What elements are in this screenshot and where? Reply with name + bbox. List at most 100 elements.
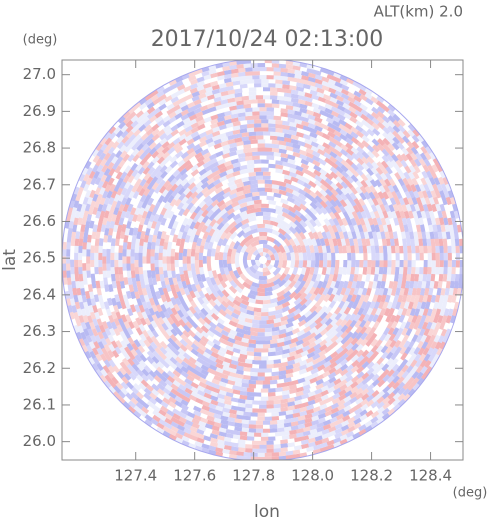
echo-cell xyxy=(124,366,132,376)
echo-cell xyxy=(62,270,67,278)
echo-cell xyxy=(371,395,380,403)
echo-cell xyxy=(158,310,166,319)
echo-cell xyxy=(241,378,249,384)
echo-cell xyxy=(307,114,316,121)
echo-cell xyxy=(199,131,208,139)
echo-cell xyxy=(140,373,149,382)
echo-cell xyxy=(137,224,144,233)
echo-cell xyxy=(245,305,255,312)
echo-cell xyxy=(429,280,435,289)
echo-cell xyxy=(172,277,178,286)
echo-cell xyxy=(174,361,184,370)
echo-cell xyxy=(158,179,166,188)
echo-cell xyxy=(405,280,411,289)
echo-cell xyxy=(346,77,355,85)
echo-cell xyxy=(354,105,363,113)
echo-cell xyxy=(417,280,423,289)
echo-cell xyxy=(136,200,144,209)
echo-cell xyxy=(281,260,288,269)
echo-cell xyxy=(135,115,145,124)
echo-cell xyxy=(168,79,178,86)
echo-cell xyxy=(345,158,354,167)
echo-cell xyxy=(251,195,260,201)
echo-cell xyxy=(283,174,293,181)
echo-cell xyxy=(253,167,262,172)
echo-cell xyxy=(408,164,417,174)
echo-cell xyxy=(366,167,374,176)
echo-cell xyxy=(314,316,323,325)
echo-cell xyxy=(195,191,204,200)
echo-cell xyxy=(334,81,343,88)
echo-cell xyxy=(273,317,282,324)
echo-cell xyxy=(287,405,295,411)
echo-cell xyxy=(395,191,403,200)
echo-cell xyxy=(244,238,254,248)
echo-cell xyxy=(239,307,248,314)
echo-cell xyxy=(148,141,157,150)
echo-cell xyxy=(110,245,115,253)
echo-cell xyxy=(447,190,454,199)
echo-cell xyxy=(424,196,431,206)
echo-cell xyxy=(366,383,375,392)
echo-cell xyxy=(433,301,439,310)
echo-cell xyxy=(366,245,372,254)
echo-cell xyxy=(383,307,391,317)
echo-cell xyxy=(162,387,171,395)
echo-cell xyxy=(350,245,356,254)
echo-cell xyxy=(131,148,140,157)
echo-cell xyxy=(107,234,113,243)
echo-cell xyxy=(293,353,303,360)
echo-cell xyxy=(366,388,375,397)
echo-cell xyxy=(181,440,190,447)
echo-cell xyxy=(433,334,441,344)
echo-cell xyxy=(190,248,196,257)
echo-cell xyxy=(414,294,420,303)
echo-cell xyxy=(378,224,385,233)
echo-cell xyxy=(280,75,289,81)
echo-cell xyxy=(255,428,263,433)
echo-cell xyxy=(263,211,271,217)
echo-cell xyxy=(174,313,182,322)
echo-cell xyxy=(289,130,298,136)
echo-cell xyxy=(246,309,255,316)
echo-cell xyxy=(417,321,424,330)
echo-cell xyxy=(223,436,232,443)
echo-cell xyxy=(444,224,450,233)
echo-cell xyxy=(250,240,260,248)
echo-cell xyxy=(155,238,161,247)
echo-cell xyxy=(91,347,99,356)
echo-cell xyxy=(288,346,297,353)
echo-cell xyxy=(127,357,135,367)
echo-cell xyxy=(262,384,271,389)
echo-cell xyxy=(311,358,321,366)
echo-cell xyxy=(79,280,85,289)
echo-cell xyxy=(251,444,260,449)
echo-cell xyxy=(356,162,365,171)
echo-cell xyxy=(335,193,344,202)
echo-cell xyxy=(250,63,259,68)
echo-cell xyxy=(346,164,355,173)
echo-cell xyxy=(141,115,150,124)
echo-cell xyxy=(431,308,437,317)
echo-cell xyxy=(392,403,401,412)
echo-cell xyxy=(423,328,430,337)
echo-cell xyxy=(264,187,273,193)
echo-cell xyxy=(156,145,165,154)
echo-cell xyxy=(326,386,336,394)
echo-cell xyxy=(349,396,358,404)
echo-cell xyxy=(203,396,212,404)
echo-cell xyxy=(288,206,297,214)
echo-cell xyxy=(304,417,313,424)
echo-cell xyxy=(271,283,281,291)
echo-cell xyxy=(205,313,214,322)
echo-cell xyxy=(120,197,128,206)
echo-cell xyxy=(325,172,334,181)
echo-cell xyxy=(268,119,276,124)
echo-cell xyxy=(255,211,264,217)
echo-cell xyxy=(423,260,428,268)
echo-cell xyxy=(267,249,274,257)
echo-cell xyxy=(231,276,240,285)
echo-cell xyxy=(295,123,305,130)
echo-cell xyxy=(281,353,290,359)
echo-cell xyxy=(355,125,364,133)
